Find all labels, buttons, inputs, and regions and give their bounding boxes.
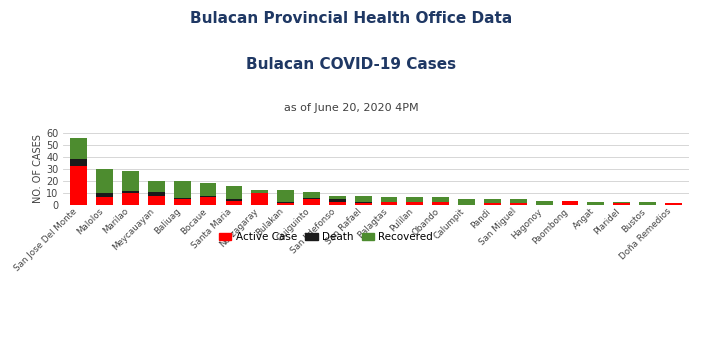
Bar <box>148 196 165 205</box>
Bar <box>303 198 320 199</box>
Bar <box>277 202 294 203</box>
Bar <box>536 200 553 205</box>
Bar <box>252 193 268 205</box>
Bar <box>226 200 243 205</box>
Bar <box>96 193 113 197</box>
Bar <box>277 203 294 205</box>
Bar <box>200 196 217 197</box>
Bar <box>252 190 268 193</box>
Bar <box>277 190 294 202</box>
Bar <box>432 202 449 205</box>
Bar <box>174 198 191 199</box>
Bar <box>406 202 423 205</box>
Bar <box>484 203 501 205</box>
Bar <box>148 192 165 196</box>
Bar <box>96 197 113 205</box>
Text: Bulacan Provincial Health Office Data: Bulacan Provincial Health Office Data <box>191 11 512 25</box>
Bar <box>562 200 579 205</box>
Bar <box>588 202 605 205</box>
Bar <box>200 183 217 196</box>
Bar <box>355 196 372 202</box>
Bar <box>380 197 397 202</box>
Bar <box>200 197 217 205</box>
Bar <box>70 159 87 166</box>
Bar <box>96 169 113 193</box>
Bar <box>70 166 87 205</box>
Bar <box>174 199 191 205</box>
Bar <box>613 202 630 203</box>
Bar <box>665 203 682 205</box>
Bar <box>70 138 87 159</box>
Text: as of June 20, 2020 4PM: as of June 20, 2020 4PM <box>284 103 419 113</box>
Bar <box>148 181 165 192</box>
Bar <box>432 197 449 202</box>
Bar <box>484 199 501 203</box>
Bar <box>122 191 139 193</box>
Bar <box>329 199 346 202</box>
Bar <box>510 203 527 205</box>
Bar <box>355 202 372 203</box>
Bar <box>639 202 656 205</box>
Y-axis label: NO. OF CASES: NO. OF CASES <box>33 134 44 202</box>
Bar <box>303 199 320 205</box>
Bar <box>613 203 630 205</box>
Bar <box>406 197 423 202</box>
Legend: Active Case, Death, Recovered: Active Case, Death, Recovered <box>215 228 437 246</box>
Bar <box>226 199 243 200</box>
Bar <box>329 196 346 199</box>
Bar <box>122 193 139 205</box>
Text: Bulacan COVID-19 Cases: Bulacan COVID-19 Cases <box>247 57 456 72</box>
Bar <box>329 202 346 205</box>
Bar <box>226 186 243 199</box>
Bar <box>122 171 139 191</box>
Bar <box>458 199 475 205</box>
Bar <box>303 192 320 198</box>
Bar <box>174 181 191 198</box>
Bar <box>510 199 527 203</box>
Bar <box>380 202 397 205</box>
Bar <box>355 203 372 205</box>
